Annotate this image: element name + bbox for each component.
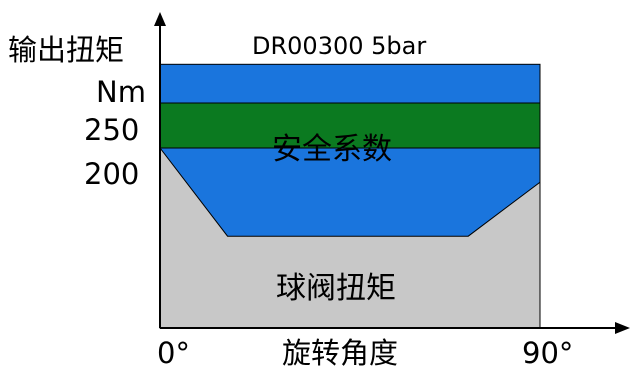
safety-factor-band xyxy=(159,102,541,149)
y-axis-unit: Nm xyxy=(96,75,146,109)
x-axis-label: 旋转角度 xyxy=(282,336,398,370)
x-tick-label-90: 90° xyxy=(522,336,573,370)
band-label-safety-factor: 安全系数 xyxy=(272,132,392,167)
y-axis-label: 输出扭矩 xyxy=(8,33,124,67)
x-tick-label-0: 0° xyxy=(157,336,190,370)
chart-title: DR00300 5bar xyxy=(252,32,426,60)
x-axis-arrow-icon xyxy=(615,322,630,334)
y-axis-arrow-icon xyxy=(154,12,166,26)
ball-valve-torque-label: 球阀扭矩 xyxy=(276,271,396,306)
y-tick-label-200: 200 xyxy=(84,157,139,191)
y-tick-label-250: 250 xyxy=(84,113,139,147)
